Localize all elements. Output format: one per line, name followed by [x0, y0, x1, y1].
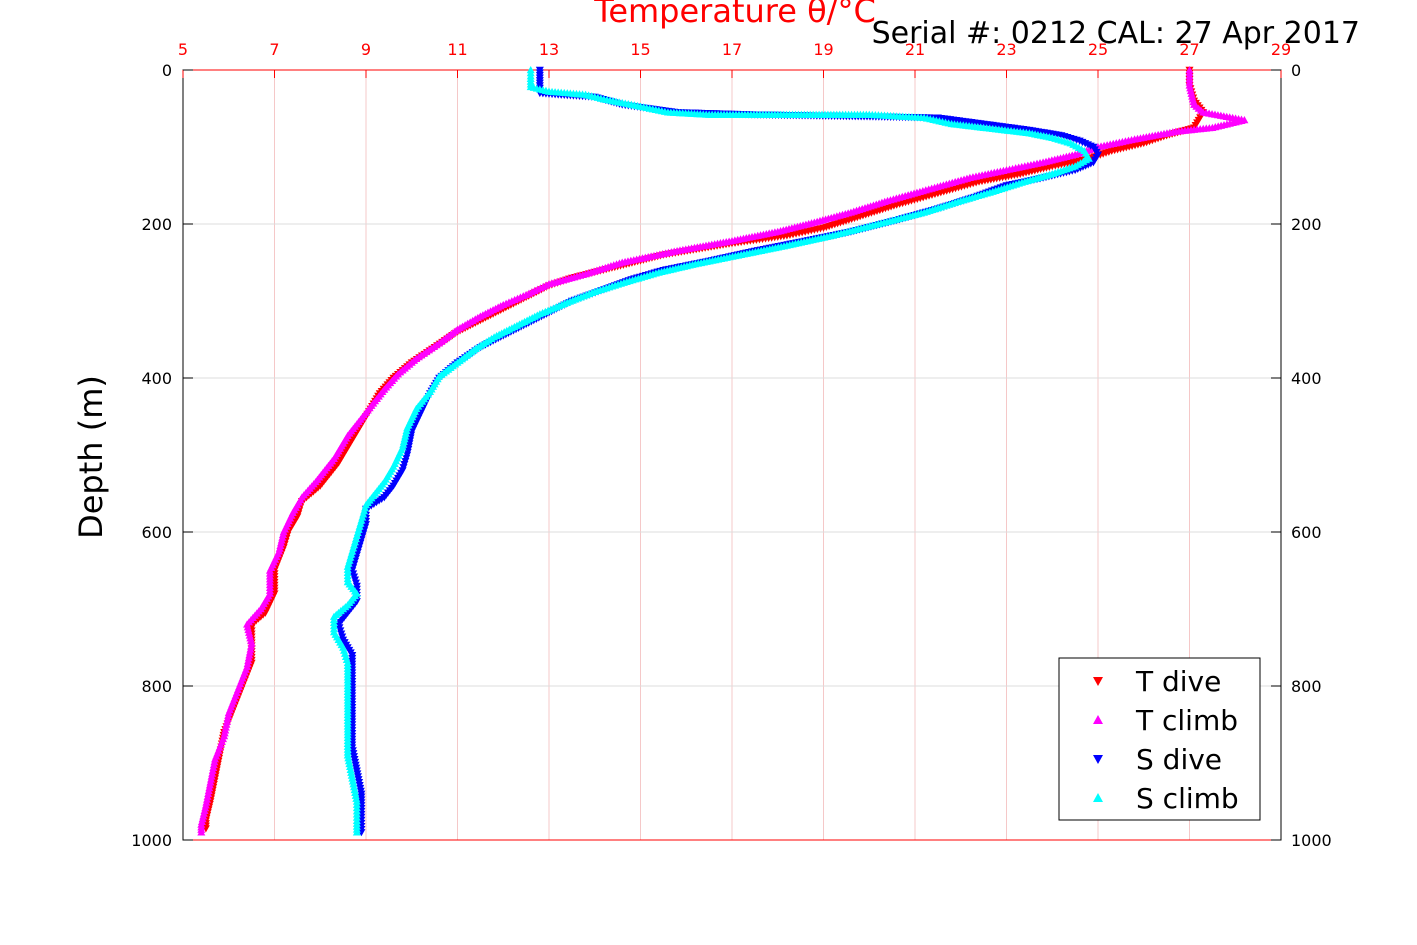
y-axis-label: Depth (m) — [72, 375, 110, 539]
legend-marker — [1093, 793, 1103, 802]
data-point — [345, 759, 354, 768]
y-tick-label-left: 400 — [141, 369, 172, 388]
y-tick-label-right: 0 — [1291, 61, 1301, 80]
y-tick-label-right: 200 — [1291, 215, 1322, 234]
data-point — [203, 795, 212, 803]
x-tick-label: 7 — [269, 40, 279, 59]
legend-label: T dive — [1135, 665, 1221, 698]
y-tick-label-left: 0 — [162, 61, 172, 80]
data-point — [245, 651, 254, 659]
data-point — [224, 711, 233, 720]
data-point — [205, 784, 214, 792]
data-point — [207, 775, 216, 783]
data-point — [244, 656, 253, 665]
data-point — [243, 659, 252, 668]
data-point — [348, 774, 357, 782]
data-point — [223, 714, 232, 722]
legend-marker — [1093, 755, 1103, 764]
data-point — [346, 765, 355, 773]
data-point — [208, 766, 217, 774]
series-s-climb — [329, 66, 1093, 836]
x-tick-label: 25 — [1088, 40, 1108, 59]
data-point — [350, 785, 359, 794]
y-tick-label-left: 800 — [141, 677, 172, 696]
data-point — [206, 778, 215, 786]
legend-marker — [1093, 677, 1103, 686]
series-t-climb — [197, 66, 1249, 836]
legend-box — [1058, 657, 1261, 821]
data-point — [348, 777, 357, 785]
legend-label: S climb — [1136, 782, 1239, 815]
x-tick-label: 13 — [539, 40, 559, 59]
x-tick-label: 15 — [630, 40, 650, 59]
y-ticks: 0 0 200 200 400 400 600 600 800 800 1000 1000 — [131, 61, 1331, 850]
data-point — [245, 648, 254, 656]
y-tick-label-right: 400 — [1291, 369, 1322, 388]
data-point — [347, 771, 356, 779]
x-tick-label: 5 — [178, 40, 188, 59]
legend: T dive T climb S dive S climb — [1058, 657, 1261, 821]
y-tick-label-right: 600 — [1291, 523, 1322, 542]
data-point — [222, 720, 231, 728]
data-point — [220, 729, 229, 737]
data-point — [244, 654, 253, 662]
x-tick-label: 9 — [361, 40, 371, 59]
data-point — [209, 763, 218, 772]
data-point — [202, 798, 211, 806]
data-point — [351, 788, 360, 797]
legend-items: T dive T climb S dive S climb — [1093, 665, 1239, 815]
data-point — [343, 751, 352, 759]
data-point — [223, 717, 232, 725]
chart-title: Temperature θ/°C — [593, 0, 876, 30]
x-ticks: 5 7 9 11 13 15 17 19 21 23 25 27 29 — [178, 40, 1291, 78]
data-point — [351, 791, 360, 799]
data-point — [349, 783, 358, 791]
y-tick-label-right: 1000 — [1291, 831, 1332, 850]
series-s-dive — [334, 66, 1102, 837]
data-point — [347, 768, 356, 776]
data-point — [211, 755, 220, 763]
legend-label: S dive — [1136, 743, 1222, 776]
data-point — [210, 758, 219, 766]
data-point — [344, 757, 353, 765]
serial-label: Serial #: 0212 CAL: 27 Apr 2017 — [872, 16, 1360, 51]
x-tick-label: 17 — [722, 40, 742, 59]
data-point — [247, 639, 256, 647]
data-point — [207, 772, 216, 780]
legend-marker — [1093, 715, 1103, 724]
data-point — [208, 769, 217, 777]
data-point — [246, 645, 255, 653]
data-point — [221, 723, 230, 731]
data-point — [345, 762, 354, 771]
x-tick-label: 21 — [905, 40, 925, 59]
x-tick-label: 11 — [447, 40, 467, 59]
data-point — [203, 792, 212, 800]
data-point — [247, 642, 256, 650]
y-tick-label-left: 200 — [141, 215, 172, 234]
x-tick-label: 27 — [1179, 40, 1199, 59]
y-tick-label-right: 800 — [1291, 677, 1322, 696]
data-points — [197, 66, 1249, 837]
data-point — [197, 828, 206, 836]
data-point — [349, 780, 358, 788]
data-point — [352, 794, 361, 802]
data-point — [204, 786, 213, 795]
x-tick-label: 19 — [813, 40, 833, 59]
data-point — [224, 708, 233, 717]
data-point — [221, 726, 230, 734]
legend-label: T climb — [1135, 704, 1238, 737]
x-tick-label: 29 — [1271, 40, 1291, 59]
data-point — [209, 760, 218, 769]
data-point — [205, 781, 214, 789]
y-tick-label-left: 600 — [141, 523, 172, 542]
x-tick-label: 23 — [996, 40, 1016, 59]
data-point — [352, 828, 361, 836]
y-tick-label-left: 1000 — [131, 831, 172, 850]
data-point — [204, 789, 213, 797]
data-point — [344, 754, 353, 762]
